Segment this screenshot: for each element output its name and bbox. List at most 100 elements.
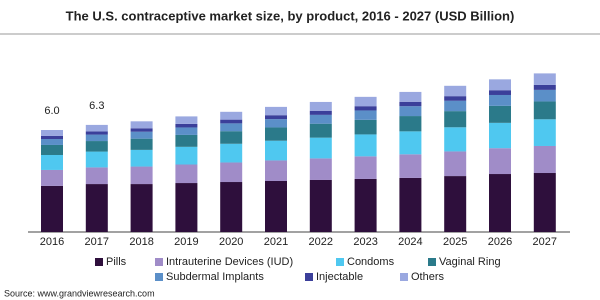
legend-label: Condoms <box>347 256 395 268</box>
bar-segment <box>444 151 467 177</box>
bar-segment <box>265 119 287 128</box>
bar-segment <box>265 106 287 116</box>
bar-segment <box>489 105 511 123</box>
legend-swatch <box>428 258 436 266</box>
bar-segment <box>220 123 243 132</box>
bar-segment <box>309 123 332 138</box>
bar-segment <box>533 101 556 120</box>
bar-segment <box>309 110 332 115</box>
bar-segment <box>85 134 108 142</box>
bar-segment <box>85 141 108 152</box>
legend-swatch <box>155 273 163 281</box>
bar-segment <box>265 160 287 181</box>
legend-label: Intrauterine Devices (IUD) <box>166 256 293 268</box>
bar-segment <box>533 73 556 85</box>
bar-segment <box>399 106 422 117</box>
bar-segment <box>489 122 511 149</box>
x-tick-label: 2027 <box>533 236 557 248</box>
bar-segment <box>220 131 243 144</box>
bar-segment <box>354 156 377 179</box>
bar-segment <box>175 164 198 184</box>
bar-segment <box>220 182 243 232</box>
x-tick-label: 2026 <box>488 236 512 248</box>
bar-segment <box>354 178 377 232</box>
bar-segment <box>399 154 422 178</box>
bar-segment <box>533 89 556 102</box>
bar-segment <box>354 119 377 135</box>
bar-segment <box>489 94 511 106</box>
bar-segment <box>265 127 287 141</box>
bar-segment <box>85 167 108 185</box>
x-tick-label: 2024 <box>398 236 422 248</box>
bar-segment <box>533 173 556 232</box>
bar-segment <box>533 119 556 146</box>
bar-segment <box>444 176 467 232</box>
bar-segment <box>399 116 422 132</box>
bar-segment <box>130 128 153 132</box>
bar-segment <box>489 174 511 232</box>
x-tick-label: 2025 <box>443 236 467 248</box>
bar-segment <box>309 101 332 111</box>
bar-segment <box>41 185 63 232</box>
total-label: 6.3 <box>89 100 104 112</box>
bar-segment <box>309 158 332 180</box>
x-tick-label: 2021 <box>264 236 288 248</box>
bar-segment <box>489 79 511 91</box>
bar-segment <box>85 184 108 232</box>
bar-segment <box>399 131 422 155</box>
bar-segment <box>41 144 63 155</box>
bar-segment <box>444 127 467 152</box>
bar-segment <box>220 143 243 163</box>
bar-segment <box>444 100 467 112</box>
bar-segment <box>444 96 467 101</box>
legend-label: Others <box>411 271 445 283</box>
bar-segment <box>175 116 198 124</box>
bar-segment <box>399 101 422 107</box>
bar-segment <box>130 121 153 129</box>
bar-segment <box>533 145 556 174</box>
chart-title: The U.S. contraceptive market size, by p… <box>66 8 515 23</box>
x-tick-label: 2020 <box>219 236 243 248</box>
x-tick-label: 2023 <box>353 236 377 248</box>
bar-segment <box>489 90 511 95</box>
bar-segment <box>220 162 243 183</box>
bar-segment <box>130 184 153 232</box>
bar-segment <box>265 140 287 161</box>
bar-segment <box>41 154 63 170</box>
bar-segment <box>265 115 287 120</box>
bar-segment <box>130 138 153 150</box>
bar-segment <box>220 119 243 124</box>
total-label: 6.0 <box>44 105 59 117</box>
x-tick-label: 2022 <box>309 236 333 248</box>
bar-segment <box>265 181 287 232</box>
bar-segment <box>41 135 63 140</box>
bar-segment <box>130 166 153 185</box>
bar-segment <box>130 131 153 139</box>
bar-segment <box>41 130 63 136</box>
legend-swatch <box>95 258 103 266</box>
x-tick-label: 2018 <box>129 236 153 248</box>
bar-segment <box>41 139 63 145</box>
bar-segment <box>444 111 467 128</box>
legend-swatch <box>155 258 163 266</box>
source: Source: www.grandviewresearch.com <box>4 288 155 298</box>
bar-segment <box>489 148 511 175</box>
bar-segment <box>354 134 377 157</box>
bar-segment <box>533 84 556 90</box>
x-tick-label: 2016 <box>40 236 64 248</box>
bar-segment <box>399 177 422 232</box>
bar-segment <box>444 85 467 97</box>
legend-label: Subdermal Implants <box>166 271 264 283</box>
bar-segment <box>354 96 377 107</box>
bar-segment <box>399 91 422 102</box>
bar-segment <box>175 127 198 135</box>
bar-segment <box>354 110 377 120</box>
bar-segment <box>85 151 108 168</box>
bar-segment <box>309 114 332 124</box>
bar-segment <box>41 169 63 186</box>
legend-swatch <box>400 273 408 281</box>
legend-label: Injectable <box>316 271 363 283</box>
legend-swatch <box>305 273 313 281</box>
legend-swatch <box>336 258 344 266</box>
